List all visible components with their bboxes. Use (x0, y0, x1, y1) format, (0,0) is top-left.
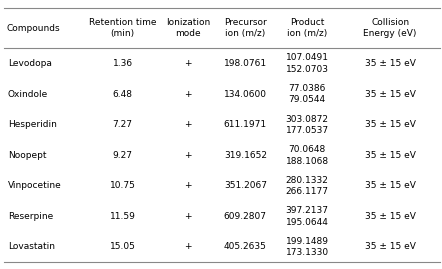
Text: +: + (184, 90, 191, 99)
Text: 10.75: 10.75 (110, 181, 136, 190)
Text: 70.0648
188.1068: 70.0648 188.1068 (286, 145, 329, 166)
Text: 280.1332
266.1177: 280.1332 266.1177 (286, 176, 329, 196)
Text: 134.0600: 134.0600 (224, 90, 267, 99)
Text: Noopept: Noopept (8, 151, 46, 160)
Text: Precursor
ion (m/z): Precursor ion (m/z) (224, 18, 267, 38)
Text: 35 ± 15 eV: 35 ± 15 eV (365, 151, 415, 160)
Text: Oxindole: Oxindole (8, 90, 48, 99)
Text: Compounds: Compounds (7, 24, 60, 33)
Text: Lovastatin: Lovastatin (8, 242, 55, 252)
Text: Ionization
mode: Ionization mode (166, 18, 210, 38)
Text: Retention time
(min): Retention time (min) (89, 18, 156, 38)
Text: 319.1652: 319.1652 (224, 151, 267, 160)
Text: +: + (184, 181, 191, 190)
Text: 35 ± 15 eV: 35 ± 15 eV (365, 212, 415, 221)
Text: 11.59: 11.59 (110, 212, 136, 221)
Text: 35 ± 15 eV: 35 ± 15 eV (365, 181, 415, 190)
Text: 351.2067: 351.2067 (224, 181, 267, 190)
Text: 397.2137
195.0644: 397.2137 195.0644 (286, 206, 329, 227)
Text: 35 ± 15 eV: 35 ± 15 eV (365, 90, 415, 99)
Text: +: + (184, 242, 191, 252)
Text: 9.27: 9.27 (113, 151, 133, 160)
Text: 107.0491
152.0703: 107.0491 152.0703 (286, 54, 329, 74)
Text: 199.1489
173.1330: 199.1489 173.1330 (286, 237, 329, 257)
Text: 6.48: 6.48 (113, 90, 133, 99)
Text: +: + (184, 120, 191, 129)
Text: 405.2635: 405.2635 (224, 242, 267, 252)
Text: 77.0386
79.0544: 77.0386 79.0544 (289, 84, 326, 104)
Text: +: + (184, 212, 191, 221)
Text: Vinpocetine: Vinpocetine (8, 181, 62, 190)
Text: 7.27: 7.27 (113, 120, 133, 129)
Text: 611.1971: 611.1971 (224, 120, 267, 129)
Text: 303.0872
177.0537: 303.0872 177.0537 (286, 115, 329, 135)
Text: 35 ± 15 eV: 35 ± 15 eV (365, 120, 415, 129)
Text: 35 ± 15 eV: 35 ± 15 eV (365, 242, 415, 252)
Text: 1.36: 1.36 (113, 59, 133, 68)
Text: 609.2807: 609.2807 (224, 212, 267, 221)
Text: +: + (184, 59, 191, 68)
Text: Product
ion (m/z): Product ion (m/z) (287, 18, 328, 38)
Text: 15.05: 15.05 (110, 242, 136, 252)
Text: 198.0761: 198.0761 (224, 59, 267, 68)
Text: 35 ± 15 eV: 35 ± 15 eV (365, 59, 415, 68)
Text: +: + (184, 151, 191, 160)
Text: Hesperidin: Hesperidin (8, 120, 57, 129)
Text: Levodopa: Levodopa (8, 59, 52, 68)
Text: Reserpine: Reserpine (8, 212, 53, 221)
Text: Collision
Energy (eV): Collision Energy (eV) (363, 18, 417, 38)
